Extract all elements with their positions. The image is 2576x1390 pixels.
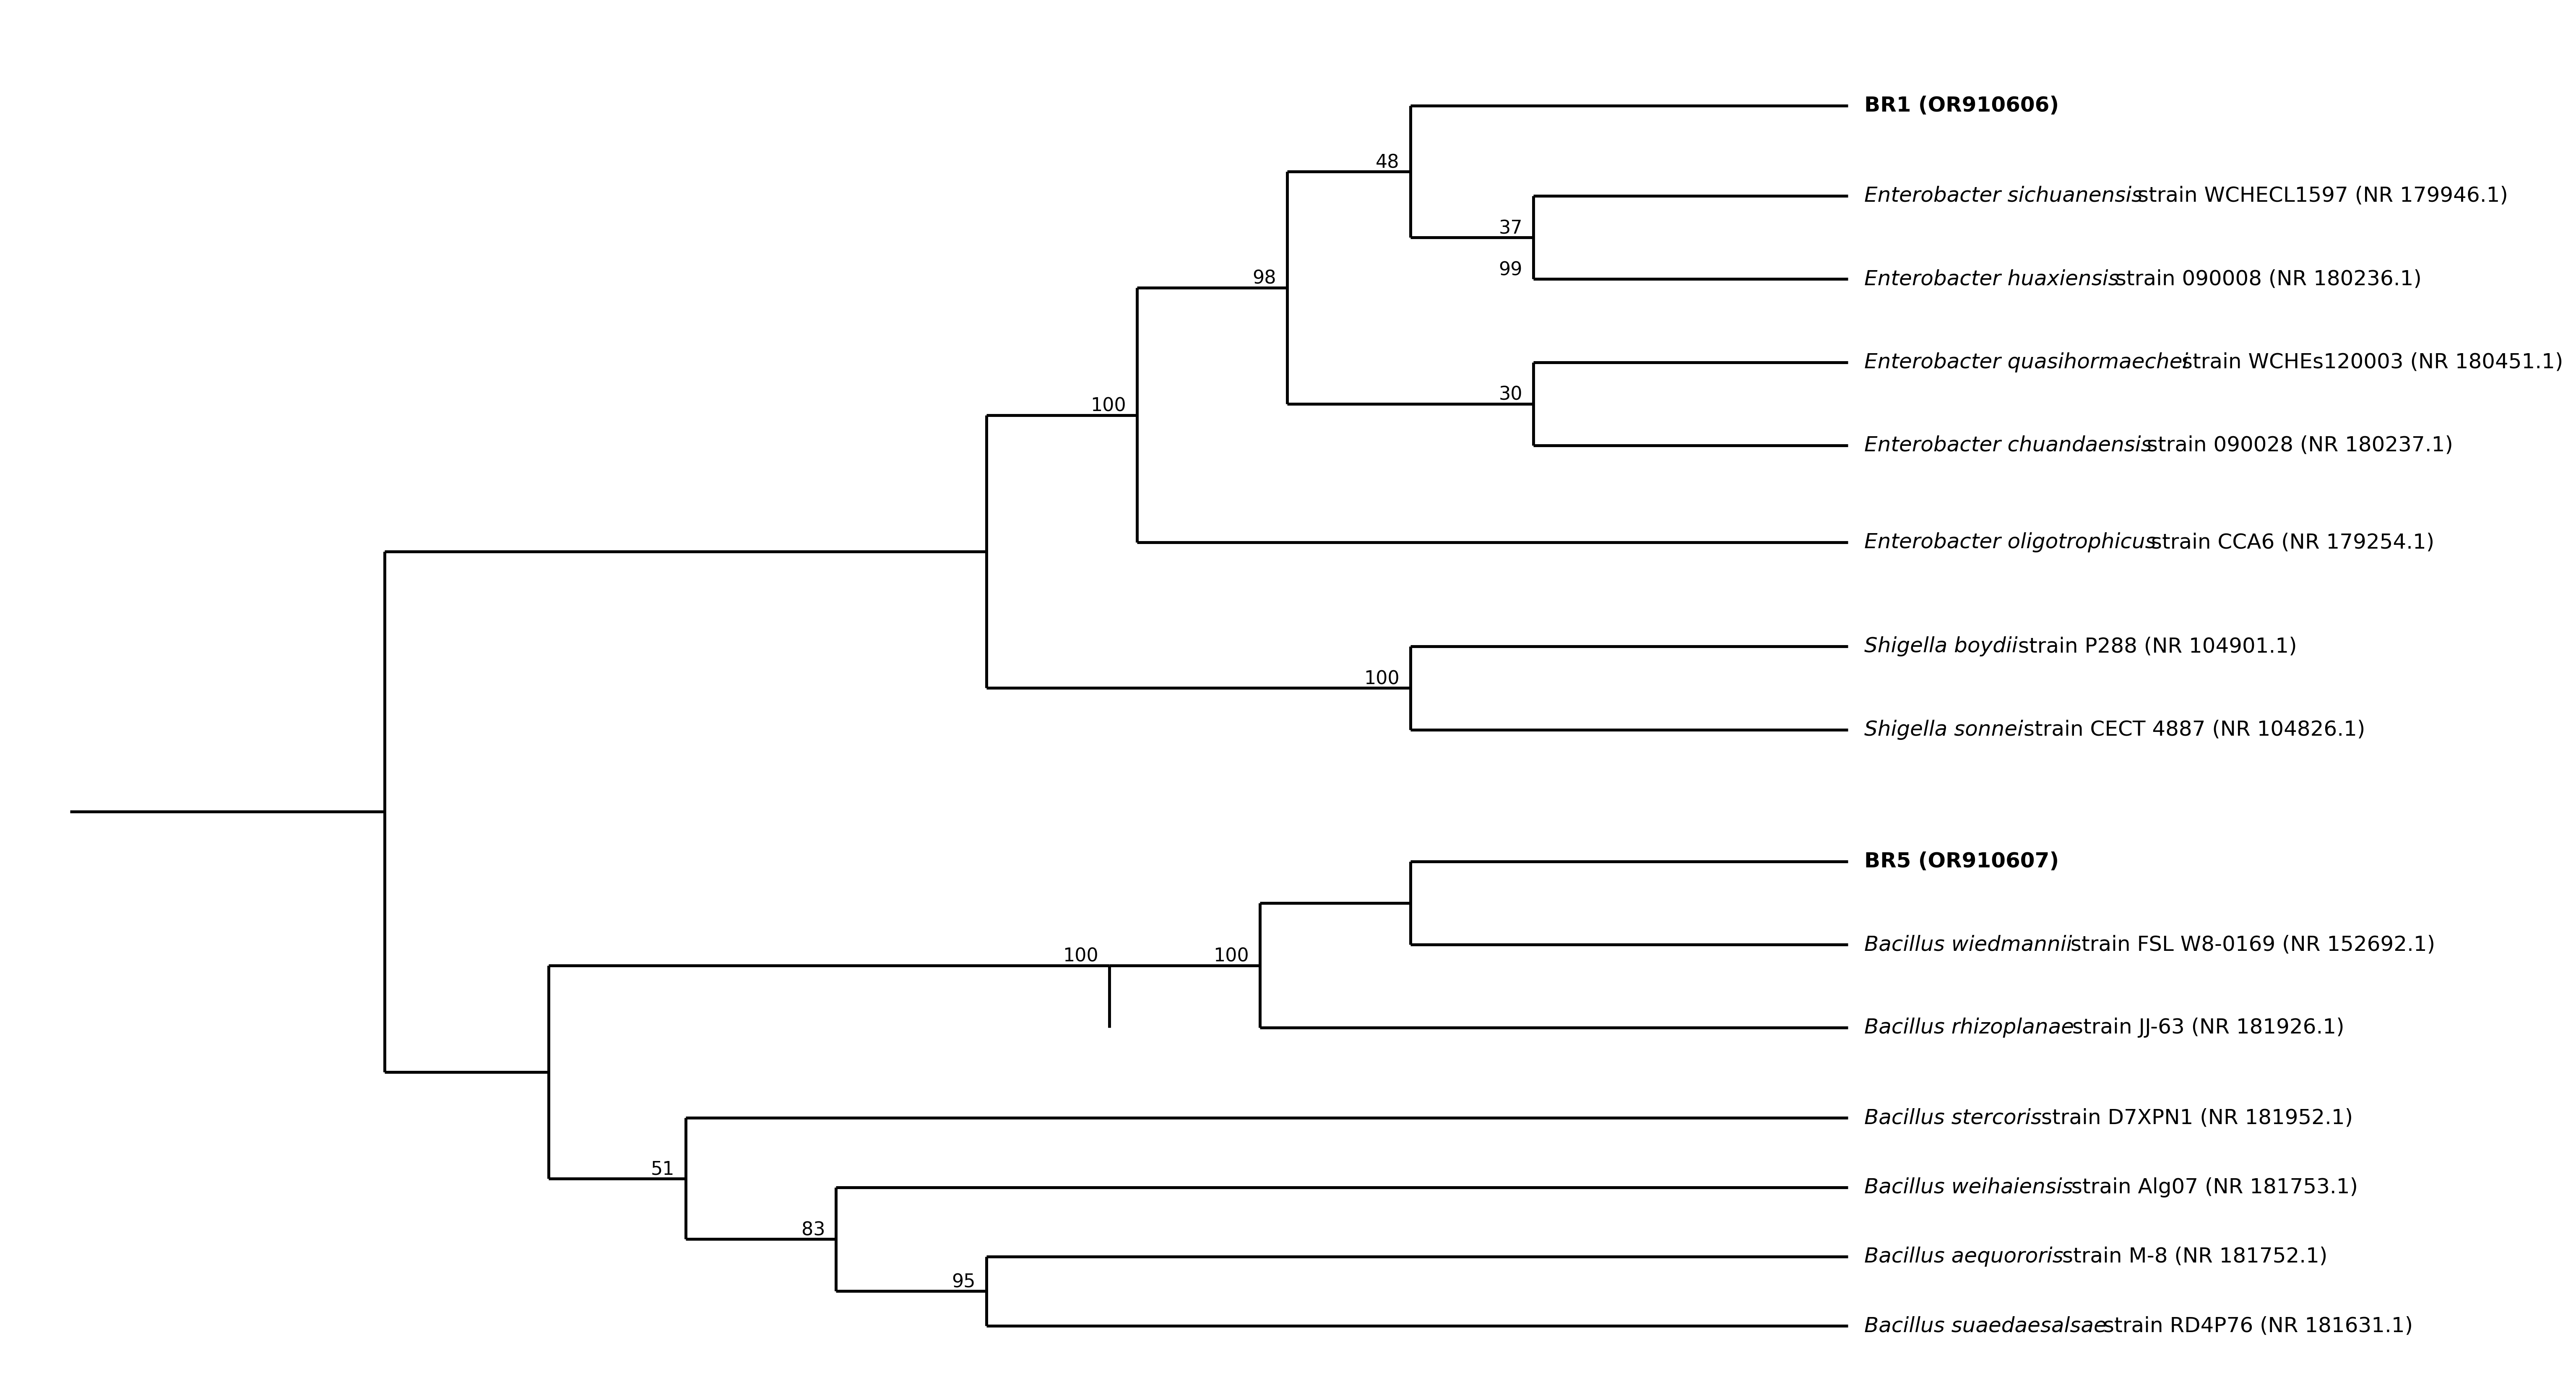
Text: 100: 100: [1090, 398, 1126, 416]
Text: 99: 99: [1499, 261, 1522, 279]
Text: strain FSL W8-0169 (NR 152692.1): strain FSL W8-0169 (NR 152692.1): [2063, 934, 2434, 955]
Text: strain D7XPN1 (NR 181952.1): strain D7XPN1 (NR 181952.1): [2035, 1108, 2352, 1127]
Text: 83: 83: [801, 1222, 824, 1240]
Text: strain 090008 (NR 180236.1): strain 090008 (NR 180236.1): [2110, 270, 2421, 289]
Text: 30: 30: [1499, 386, 1522, 404]
Text: strain RD4P76 (NR 181631.1): strain RD4P76 (NR 181631.1): [2097, 1316, 2414, 1336]
Text: strain M-8 (NR 181752.1): strain M-8 (NR 181752.1): [2056, 1247, 2326, 1266]
Text: strain JJ-63 (NR 181926.1): strain JJ-63 (NR 181926.1): [2066, 1017, 2344, 1038]
Text: 48: 48: [1376, 153, 1399, 171]
Text: Shigella boydii: Shigella boydii: [1865, 637, 2017, 656]
Text: Enterobacter chuandaensis: Enterobacter chuandaensis: [1865, 435, 2151, 456]
Text: BR1 (OR910606): BR1 (OR910606): [1865, 96, 2058, 115]
Text: Enterobacter sichuanensis: Enterobacter sichuanensis: [1865, 186, 2143, 206]
Text: 100: 100: [1213, 948, 1249, 966]
Text: Bacillus wiedmannii: Bacillus wiedmannii: [1865, 934, 2071, 955]
Text: strain CECT 4887 (NR 104826.1): strain CECT 4887 (NR 104826.1): [2017, 720, 2365, 739]
Text: Enterobacter oligotrophicus: Enterobacter oligotrophicus: [1865, 532, 2156, 553]
Text: strain 090028 (NR 180237.1): strain 090028 (NR 180237.1): [2141, 435, 2452, 456]
Text: strain WCHEs120003 (NR 180451.1): strain WCHEs120003 (NR 180451.1): [2174, 352, 2563, 373]
Text: BR5 (OR910607): BR5 (OR910607): [1865, 851, 2058, 872]
Text: Bacillus stercoris: Bacillus stercoris: [1865, 1108, 2043, 1127]
Text: Bacillus aequororis: Bacillus aequororis: [1865, 1247, 2063, 1266]
Text: Shigella sonnei: Shigella sonnei: [1865, 720, 2022, 739]
Text: 37: 37: [1499, 220, 1522, 238]
Text: 98: 98: [1252, 270, 1275, 288]
Text: strain WCHECL1597 (NR 179946.1): strain WCHECL1597 (NR 179946.1): [2130, 186, 2509, 206]
Text: Enterobacter huaxiensis: Enterobacter huaxiensis: [1865, 270, 2120, 289]
Text: Enterobacter quasihormaechei: Enterobacter quasihormaechei: [1865, 352, 2190, 373]
Text: 95: 95: [951, 1273, 976, 1291]
Text: Bacillus suaedaesalsae: Bacillus suaedaesalsae: [1865, 1316, 2107, 1336]
Text: Bacillus weihaiensis: Bacillus weihaiensis: [1865, 1177, 2074, 1197]
Text: 100: 100: [1363, 670, 1399, 688]
Text: strain P288 (NR 104901.1): strain P288 (NR 104901.1): [2012, 637, 2298, 656]
Text: 51: 51: [652, 1161, 675, 1179]
Text: 100: 100: [1064, 948, 1097, 966]
Text: strain Alg07 (NR 181753.1): strain Alg07 (NR 181753.1): [2063, 1177, 2357, 1197]
Text: strain CCA6 (NR 179254.1): strain CCA6 (NR 179254.1): [2143, 532, 2434, 553]
Text: Bacillus rhizoplanae: Bacillus rhizoplanae: [1865, 1017, 2074, 1038]
